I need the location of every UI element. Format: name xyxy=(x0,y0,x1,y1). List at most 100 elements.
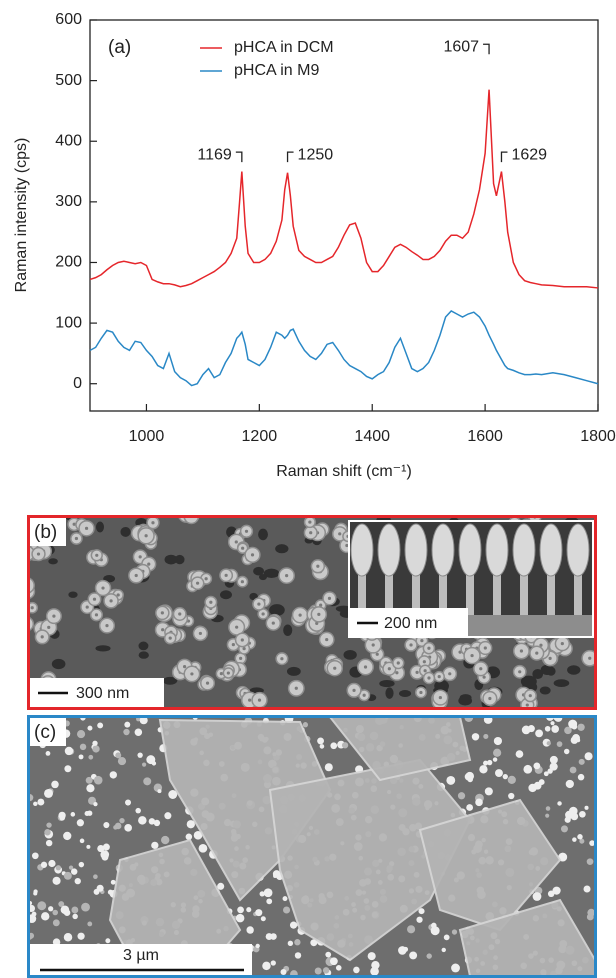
sem-particle xyxy=(280,968,287,975)
sem-grain-core xyxy=(240,638,244,642)
sem-grain-core xyxy=(52,614,56,618)
sem-grain-core xyxy=(309,531,313,535)
sem-grain-core xyxy=(409,643,413,647)
x-tick-label: 1200 xyxy=(242,428,278,445)
sem-grain-core xyxy=(239,656,243,660)
sem-flake xyxy=(458,898,595,976)
sem-particle xyxy=(545,806,551,811)
sem-particle xyxy=(260,916,266,922)
plot-frame xyxy=(89,19,599,412)
sem-particle xyxy=(217,882,225,890)
sem-grain-core xyxy=(319,603,323,607)
sem-particle xyxy=(45,839,53,847)
sem-pore xyxy=(532,668,544,680)
sem-particle xyxy=(570,736,579,744)
peak-label: 1607 xyxy=(443,38,479,55)
sem-grain-core xyxy=(395,671,399,675)
sem-particle xyxy=(79,743,87,751)
sem-particle xyxy=(45,751,51,756)
sem-particle xyxy=(589,840,595,846)
sem-grain-core xyxy=(294,686,298,690)
sem-particle xyxy=(134,728,143,737)
inset-cap xyxy=(458,523,482,577)
sem-particle xyxy=(578,758,585,765)
sem-particle xyxy=(115,752,122,759)
sem-particle xyxy=(148,818,156,825)
panel-label: (a) xyxy=(108,37,131,58)
sem-particle xyxy=(137,752,143,758)
sem-particle xyxy=(124,824,132,832)
sem-particle xyxy=(52,876,61,885)
sem-pore xyxy=(458,695,473,706)
sem-grain-core xyxy=(241,546,245,550)
sem-particle xyxy=(107,889,113,895)
sem-particle xyxy=(289,921,298,929)
sem-particle xyxy=(29,794,34,802)
sem-particle xyxy=(294,952,302,959)
sem-particle xyxy=(136,717,141,722)
sem-particle xyxy=(560,825,568,833)
sem-pore xyxy=(286,666,301,676)
sem-grain-core xyxy=(396,661,400,665)
sem-grain-core xyxy=(519,649,524,653)
sem-particle xyxy=(31,911,37,917)
sem-grain-core xyxy=(415,670,419,674)
x-tick-label: 1400 xyxy=(354,428,390,445)
sem-grain-core xyxy=(317,612,321,616)
sem-particle xyxy=(123,728,130,736)
sem-particle xyxy=(493,736,503,746)
sem-particle xyxy=(586,858,594,865)
sem-particle xyxy=(142,762,147,767)
sem-particle xyxy=(193,830,203,840)
sem-grain-core xyxy=(362,693,366,697)
inset-pillar xyxy=(466,560,474,636)
sem-grain-core xyxy=(422,660,426,664)
sem-particle xyxy=(538,779,545,786)
inset-pillar xyxy=(385,560,393,636)
sem-pore xyxy=(269,604,285,616)
sem-particle xyxy=(544,725,551,732)
sem-grain-core xyxy=(315,621,319,625)
sem-particle xyxy=(543,771,549,777)
sem-particle xyxy=(52,938,61,946)
sem-particle xyxy=(545,813,550,818)
sem-particle xyxy=(577,834,583,840)
sem-particle xyxy=(325,951,332,958)
sem-pore xyxy=(95,645,111,652)
sem-grain-core xyxy=(298,613,302,617)
sem-pore xyxy=(174,554,185,565)
sem-grain-core xyxy=(271,621,275,625)
sem-grain-core xyxy=(40,635,44,639)
sem-particle xyxy=(532,892,542,901)
sem-grain-core xyxy=(109,599,113,603)
sem-particle xyxy=(546,741,551,746)
sem-particle xyxy=(457,792,466,800)
x-tick-label: 1800 xyxy=(580,428,616,445)
sem-particle xyxy=(584,805,589,810)
y-axis-title: Raman intensity (cps) xyxy=(13,138,30,293)
sem-particle xyxy=(143,777,152,786)
sem-grain-core xyxy=(144,534,148,538)
legend-label: pHCA in M9 xyxy=(234,62,319,79)
sem-particle xyxy=(551,725,559,733)
sem-particle xyxy=(77,932,85,940)
sem-pore xyxy=(283,624,293,637)
panel-label: (c) xyxy=(34,722,56,743)
sem-grain-core xyxy=(427,646,431,650)
sem-particle xyxy=(63,871,72,880)
inset-cap xyxy=(350,523,374,577)
sem-particle xyxy=(74,877,81,885)
sem-particle xyxy=(324,763,333,772)
sem-grain xyxy=(183,517,200,525)
sem-grain-core xyxy=(345,543,349,548)
sem-particle xyxy=(515,750,524,758)
sem-particle xyxy=(565,779,574,789)
sem-grain-core xyxy=(470,653,474,658)
sem-particle xyxy=(494,769,503,778)
sem-grain-core xyxy=(248,698,252,702)
sem-particle xyxy=(64,765,72,773)
sem-particle xyxy=(446,775,456,785)
y-tick-label: 500 xyxy=(55,72,82,89)
sem-grain-core xyxy=(438,695,442,700)
sem-grain-core xyxy=(151,521,155,525)
